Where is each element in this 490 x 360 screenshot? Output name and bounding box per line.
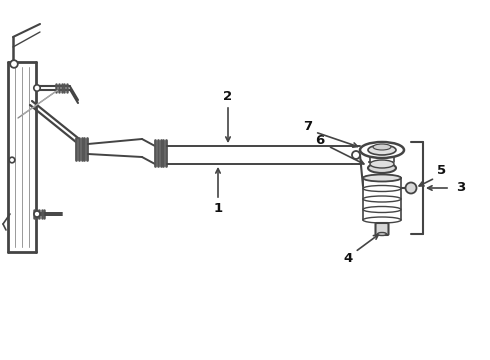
Ellipse shape <box>363 185 401 192</box>
Text: 7: 7 <box>303 120 313 132</box>
Circle shape <box>9 157 15 163</box>
Text: 6: 6 <box>316 135 324 148</box>
Circle shape <box>352 151 360 159</box>
Ellipse shape <box>368 163 396 173</box>
Ellipse shape <box>360 142 404 158</box>
Circle shape <box>34 85 40 91</box>
Ellipse shape <box>363 207 401 212</box>
Ellipse shape <box>368 145 396 155</box>
Text: 5: 5 <box>438 165 446 177</box>
Text: 1: 1 <box>214 202 222 215</box>
Ellipse shape <box>363 196 401 202</box>
Circle shape <box>34 211 40 217</box>
Ellipse shape <box>363 175 401 181</box>
Text: 4: 4 <box>343 252 353 265</box>
Ellipse shape <box>363 175 401 181</box>
Text: 3: 3 <box>456 181 465 194</box>
Circle shape <box>10 60 18 68</box>
Ellipse shape <box>373 144 391 150</box>
Ellipse shape <box>377 233 387 235</box>
Circle shape <box>406 183 416 194</box>
FancyBboxPatch shape <box>375 223 389 235</box>
Ellipse shape <box>363 217 401 223</box>
Ellipse shape <box>370 160 394 168</box>
Text: 2: 2 <box>223 90 233 104</box>
